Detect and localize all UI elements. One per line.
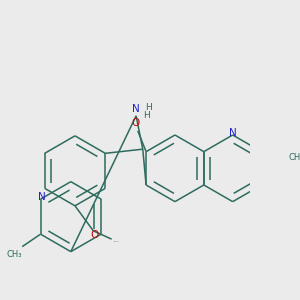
Text: CH₃: CH₃ — [289, 153, 300, 162]
Text: CH₃: CH₃ — [6, 250, 22, 260]
Text: N: N — [132, 104, 140, 114]
Text: H: H — [145, 103, 152, 112]
Text: H: H — [143, 111, 149, 120]
Text: N: N — [229, 128, 237, 137]
Text: N: N — [38, 193, 46, 202]
Text: O: O — [91, 230, 99, 240]
Text: O: O — [131, 118, 140, 128]
Text: methoxy: methoxy — [114, 241, 121, 242]
